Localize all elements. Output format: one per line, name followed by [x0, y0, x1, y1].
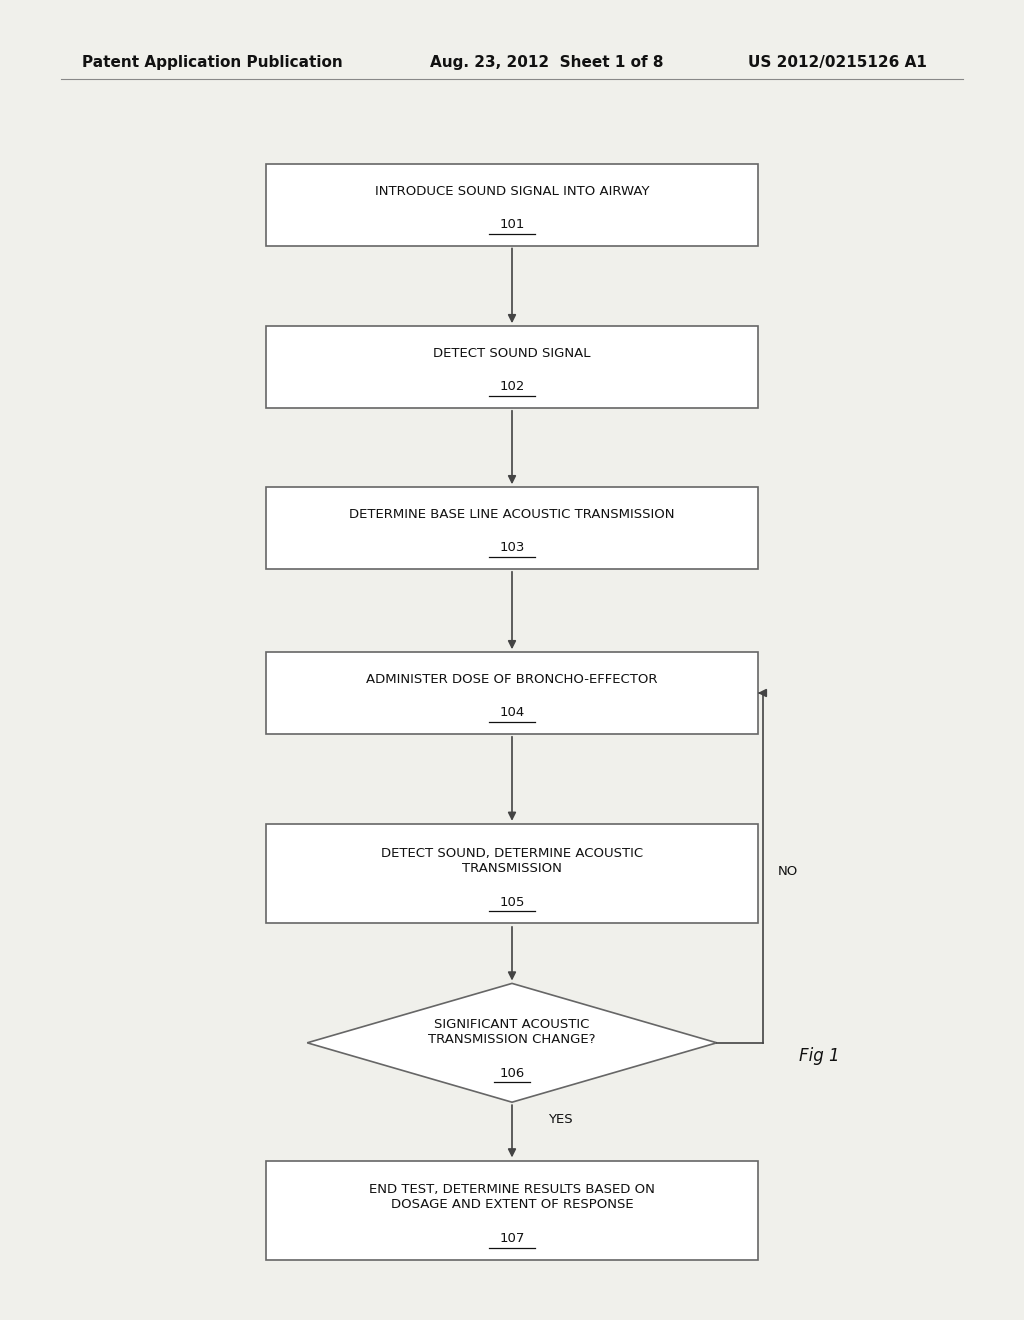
- Text: DETERMINE BASE LINE ACOUSTIC TRANSMISSION: DETERMINE BASE LINE ACOUSTIC TRANSMISSIO…: [349, 508, 675, 521]
- Text: 102: 102: [500, 380, 524, 393]
- Text: 106: 106: [500, 1067, 524, 1080]
- Text: 104: 104: [500, 706, 524, 719]
- Text: 103: 103: [500, 541, 524, 554]
- Text: DETECT SOUND, DETERMINE ACOUSTIC
TRANSMISSION: DETECT SOUND, DETERMINE ACOUSTIC TRANSMI…: [381, 846, 643, 875]
- Polygon shape: [307, 983, 717, 1102]
- Text: DETECT SOUND SIGNAL: DETECT SOUND SIGNAL: [433, 347, 591, 360]
- Text: US 2012/0215126 A1: US 2012/0215126 A1: [748, 54, 927, 70]
- Text: 101: 101: [500, 218, 524, 231]
- Text: ADMINISTER DOSE OF BRONCHO-EFFECTOR: ADMINISTER DOSE OF BRONCHO-EFFECTOR: [367, 673, 657, 686]
- FancyBboxPatch shape: [266, 326, 758, 408]
- Text: 105: 105: [500, 896, 524, 908]
- Text: NO: NO: [778, 865, 799, 878]
- Text: END TEST, DETERMINE RESULTS BASED ON
DOSAGE AND EXTENT OF RESPONSE: END TEST, DETERMINE RESULTS BASED ON DOS…: [369, 1183, 655, 1212]
- Text: SIGNIFICANT ACOUSTIC
TRANSMISSION CHANGE?: SIGNIFICANT ACOUSTIC TRANSMISSION CHANGE…: [428, 1018, 596, 1047]
- FancyBboxPatch shape: [266, 652, 758, 734]
- FancyBboxPatch shape: [266, 824, 758, 924]
- FancyBboxPatch shape: [266, 1162, 758, 1259]
- Text: Patent Application Publication: Patent Application Publication: [82, 54, 343, 70]
- FancyBboxPatch shape: [266, 164, 758, 246]
- Text: YES: YES: [548, 1113, 572, 1126]
- Text: Fig 1: Fig 1: [799, 1047, 840, 1065]
- Text: Aug. 23, 2012  Sheet 1 of 8: Aug. 23, 2012 Sheet 1 of 8: [430, 54, 664, 70]
- FancyBboxPatch shape: [266, 487, 758, 569]
- Text: 107: 107: [500, 1233, 524, 1245]
- Text: INTRODUCE SOUND SIGNAL INTO AIRWAY: INTRODUCE SOUND SIGNAL INTO AIRWAY: [375, 185, 649, 198]
